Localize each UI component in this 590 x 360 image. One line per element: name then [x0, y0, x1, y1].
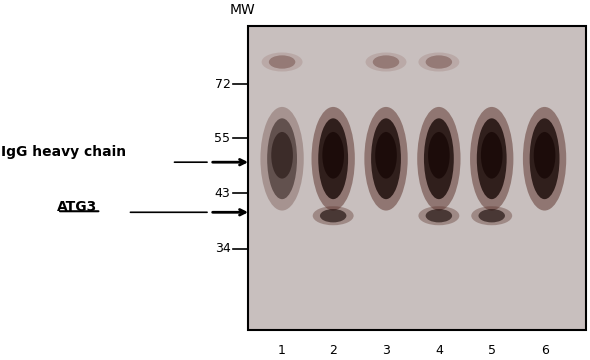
Ellipse shape	[365, 107, 408, 211]
Ellipse shape	[373, 55, 399, 69]
Text: IgG heavy chain: IgG heavy chain	[1, 145, 126, 159]
Text: 4: 4	[435, 343, 443, 356]
Ellipse shape	[471, 206, 512, 225]
Ellipse shape	[371, 118, 401, 199]
Ellipse shape	[260, 107, 304, 211]
Ellipse shape	[530, 118, 559, 199]
Ellipse shape	[320, 209, 346, 222]
Ellipse shape	[534, 132, 555, 179]
Ellipse shape	[470, 107, 513, 211]
Ellipse shape	[428, 132, 450, 179]
Ellipse shape	[313, 206, 353, 225]
Text: MW: MW	[230, 3, 255, 17]
Text: 2: 2	[329, 343, 337, 356]
Ellipse shape	[425, 209, 452, 222]
Ellipse shape	[418, 206, 460, 225]
Ellipse shape	[417, 107, 461, 211]
Ellipse shape	[318, 118, 348, 199]
Ellipse shape	[375, 132, 397, 179]
Ellipse shape	[322, 132, 344, 179]
Text: 1: 1	[278, 343, 286, 356]
Ellipse shape	[418, 53, 460, 72]
Ellipse shape	[312, 107, 355, 211]
Ellipse shape	[478, 209, 505, 222]
Text: 55: 55	[214, 131, 231, 144]
Text: 34: 34	[215, 242, 231, 255]
Ellipse shape	[366, 53, 407, 72]
Ellipse shape	[425, 55, 452, 69]
Text: 72: 72	[215, 78, 231, 91]
Text: 5: 5	[488, 343, 496, 356]
Text: ATG3: ATG3	[57, 200, 97, 214]
Ellipse shape	[271, 132, 293, 179]
Text: 3: 3	[382, 343, 390, 356]
Ellipse shape	[477, 118, 507, 199]
Ellipse shape	[523, 107, 566, 211]
Ellipse shape	[269, 55, 296, 69]
Text: 43: 43	[215, 187, 231, 200]
Ellipse shape	[267, 118, 297, 199]
Ellipse shape	[261, 53, 303, 72]
Bar	[248, 26, 586, 330]
Ellipse shape	[481, 132, 503, 179]
Text: 6: 6	[540, 343, 549, 356]
Ellipse shape	[424, 118, 454, 199]
